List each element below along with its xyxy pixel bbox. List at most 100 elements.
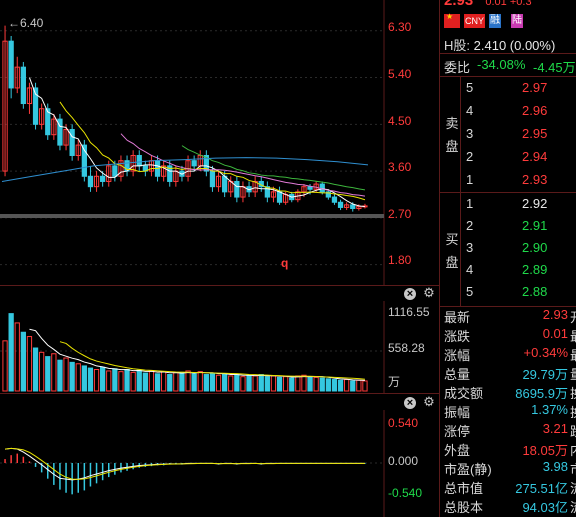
stat-row: 市盈(静) 3.98市 [440,458,576,477]
buy-row-2[interactable]: 2 2.91 [440,215,576,238]
buy-row-4[interactable]: 4 2.89 [440,259,576,282]
sell-side-label: 卖 盘 [445,115,459,155]
sell-row-1[interactable]: 1 2.93 [440,169,576,192]
gear-volume-icon[interactable]: ⚙ [423,285,435,300]
cny-badge[interactable]: CNY [464,14,486,28]
q-marker: q [281,256,289,270]
volume-bar [337,379,344,392]
stat-next-label: 量 [570,364,576,383]
close-macd-icon[interactable]: × [404,397,416,409]
rong-badge[interactable]: 融 [489,14,501,28]
quote-panel: 2.93 0.01 +0.3 ★ CNY 融 陆 H股: 2.410 (0.00… [440,0,576,517]
header-change-value: 0.01 +0.3 [485,0,532,8]
volume-bar [45,356,51,392]
volume-bar [270,375,277,392]
volume-bar [2,340,8,392]
macd-panel[interactable]: 0.540 0.000 -0.540 [0,410,440,517]
price-panel[interactable]: 6.30 5.40 4.50 3.60 2.70 1.80 ←6.40 q [0,0,440,285]
sell-char-1: 卖 [445,116,459,131]
ma10-line [59,101,366,201]
buy-row-3[interactable]: 3 2.90 [440,237,576,260]
volume-bar [167,374,173,392]
sell-level: 1 [466,172,474,187]
candle-body [14,66,20,89]
candle-body [344,204,350,208]
stat-label: 总市值 [444,481,484,496]
stat-label: 最新 [444,310,471,325]
volume-bar [63,357,69,392]
volume-bar [197,371,203,392]
candle-body [325,191,331,198]
price-tick-4: 2.70 [388,207,412,221]
candle-body [39,108,45,125]
price-tick-5: 1.80 [388,253,412,267]
stats-list: 最新 2.93开 涨跌 0.01最 涨幅 +0.34%最 总量 29.79万量 成交额 8… [440,306,576,517]
volume-bar [154,373,161,392]
candle-body [264,186,270,198]
volume-tick-0: 1116.55 [388,305,430,319]
candle-body [75,144,81,156]
sell-row-3[interactable]: 3 2.95 [440,123,576,146]
gear-macd-icon[interactable]: ⚙ [423,394,435,409]
sell-level: 5 [466,80,474,95]
high-marker: ←6.40 [8,16,44,30]
volume-bar [240,376,246,392]
stat-value: 2.93 [542,307,568,322]
stat-row: 涨幅 +0.34%最 [440,344,576,363]
volume-bar [307,376,313,392]
stat-row: 涨跌 0.01最 [440,325,576,344]
candle-body [337,201,344,208]
stat-label: 市盈(静) [444,462,492,477]
macd-chart-svg [0,410,385,517]
candle-body [167,165,173,182]
macd-tick-1: 0.000 [388,454,419,468]
candle-body [87,175,94,188]
stat-next-label: 开 [570,307,576,326]
buy-divider [460,193,461,306]
volume-bar [295,375,301,392]
volume-bar [39,351,45,392]
candle-body [20,66,26,105]
close-volume-icon[interactable]: × [404,288,416,300]
buy-level: 3 [466,240,474,255]
stat-value: 29.79万 [522,367,568,382]
candle-body [106,165,112,182]
lu-badge[interactable]: 陆 [511,14,523,28]
sell-divider [460,77,461,192]
volume-bar [325,378,331,392]
sell-row-4[interactable]: 4 2.96 [440,100,576,123]
candle-body [8,40,14,89]
volume-panel[interactable]: 1116.55 558.28 万 [0,301,440,393]
candle-body [319,183,325,193]
volume-bar [100,366,106,392]
volume-bar [344,379,350,392]
volume-bar [20,331,26,392]
buy-row-5[interactable]: 5 2.88 [440,281,576,304]
stat-value: 1.37% [531,402,568,417]
stat-next-label: 最 [570,326,576,345]
candle-body [161,165,167,177]
buy-char-1: 买 [445,232,459,247]
volume-bar [26,336,33,392]
stat-row: 外盘 18.05万内 [440,439,576,458]
candle-body [350,204,356,209]
china-flag-icon: ★ [444,12,460,28]
candle-body [331,196,338,203]
volume-bar [179,372,185,392]
sell-row-2[interactable]: 2 2.94 [440,146,576,169]
volume-bar [246,374,252,392]
candle-body [69,129,75,156]
volume-tick-1: 558.28 [388,341,425,355]
volume-bar [81,365,87,392]
stat-label: 涨跌 [444,329,471,344]
sell-level: 4 [466,103,474,118]
volume-bar [148,370,155,392]
volume-bar [32,347,39,392]
sell-row-5[interactable]: 5 2.97 [440,77,576,100]
candle-body [136,154,142,167]
candle-body [63,129,69,146]
stat-label: 外盘 [444,443,471,458]
sell-price: 2.93 [522,172,548,187]
buy-row-1[interactable]: 1 2.92 [440,193,576,216]
candle-body [356,205,362,209]
